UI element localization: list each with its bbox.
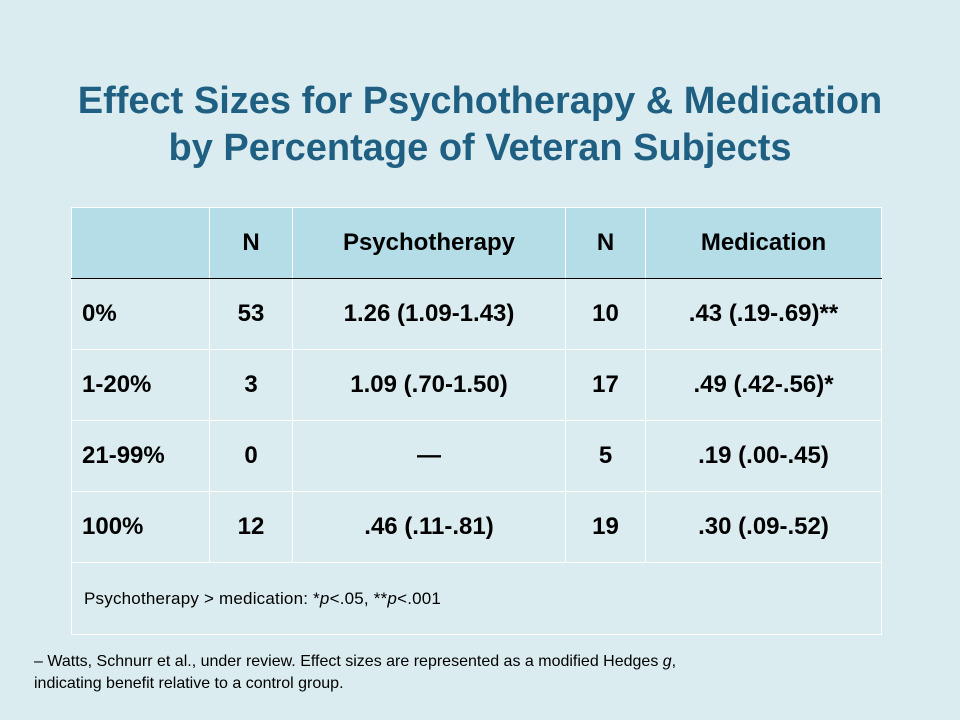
n-psychotherapy-cell: 12 bbox=[209, 491, 293, 563]
table-note-row: Psychotherapy > medication: *p<.05, **p<… bbox=[71, 562, 882, 635]
n-psychotherapy-cell: 3 bbox=[209, 349, 293, 421]
medication-cell: .49 (.42-.56)* bbox=[645, 349, 882, 421]
footnote-line-1: – Watts, Schnurr et al., under review. E… bbox=[34, 651, 934, 673]
note-mid: <.05, ** bbox=[329, 588, 388, 608]
hedges-g-symbol: g bbox=[662, 653, 672, 670]
table-header-row: N Psychotherapy N Medication bbox=[71, 207, 882, 279]
header-cell-psychotherapy: Psychotherapy bbox=[292, 207, 566, 279]
effect-size-table-container: N Psychotherapy N Medication 0% 53 1.26 … bbox=[71, 207, 882, 637]
n-medication-cell: 10 bbox=[565, 278, 646, 350]
medication-cell: .43 (.19-.69)** bbox=[645, 278, 882, 350]
row-label-cell: 0% bbox=[71, 278, 210, 350]
row-label-cell: 100% bbox=[71, 491, 210, 563]
header-cell-n-medication: N bbox=[565, 207, 646, 279]
note-p-symbol: p bbox=[319, 588, 330, 608]
header-cell-n-psychotherapy: N bbox=[209, 207, 293, 279]
psychotherapy-cell: 1.26 (1.09-1.43) bbox=[292, 278, 566, 350]
psychotherapy-cell: — bbox=[292, 420, 566, 492]
significance-note: Psychotherapy > medication: *p<.05, **p<… bbox=[71, 562, 882, 635]
effect-size-table: N Psychotherapy N Medication 0% 53 1.26 … bbox=[71, 207, 882, 635]
psychotherapy-cell: .46 (.11-.81) bbox=[292, 491, 566, 563]
footnote-line-2: indicating benefit relative to a control… bbox=[34, 675, 344, 692]
row-label-cell: 1-20% bbox=[71, 349, 210, 421]
header-cell-medication: Medication bbox=[645, 207, 882, 279]
psychotherapy-cell: 1.09 (.70-1.50) bbox=[292, 349, 566, 421]
title-line-2: by Percentage of Veteran Subjects bbox=[168, 127, 792, 169]
citation-footnote: – Watts, Schnurr et al., under review. E… bbox=[34, 651, 934, 695]
medication-cell: .19 (.00-.45) bbox=[645, 420, 882, 492]
table-row: 1-20% 3 1.09 (.70-1.50) 17 .49 (.42-.56)… bbox=[71, 349, 882, 421]
slide-title: Effect Sizes for Psychotherapy & Medicat… bbox=[0, 78, 960, 172]
n-medication-cell: 5 bbox=[565, 420, 646, 492]
n-psychotherapy-cell: 53 bbox=[209, 278, 293, 350]
n-psychotherapy-cell: 0 bbox=[209, 420, 293, 492]
note-prefix: Psychotherapy > medication: * bbox=[84, 588, 320, 608]
n-medication-cell: 19 bbox=[565, 491, 646, 563]
table-row: 0% 53 1.26 (1.09-1.43) 10 .43 (.19-.69)*… bbox=[71, 278, 882, 350]
title-line-1: Effect Sizes for Psychotherapy & Medicat… bbox=[77, 80, 883, 122]
footnote-text: – Watts, Schnurr et al., under review. E… bbox=[34, 653, 663, 670]
medication-cell: .30 (.09-.52) bbox=[645, 491, 882, 563]
table-row: 100% 12 .46 (.11-.81) 19 .30 (.09-.52) bbox=[71, 491, 882, 563]
row-label-cell: 21-99% bbox=[71, 420, 210, 492]
note-p-symbol: p bbox=[387, 588, 398, 608]
note-suffix: <.001 bbox=[397, 588, 442, 608]
table-row: 21-99% 0 — 5 .19 (.00-.45) bbox=[71, 420, 882, 492]
header-cell-blank bbox=[71, 207, 210, 279]
n-medication-cell: 17 bbox=[565, 349, 646, 421]
footnote-comma: , bbox=[671, 653, 677, 670]
